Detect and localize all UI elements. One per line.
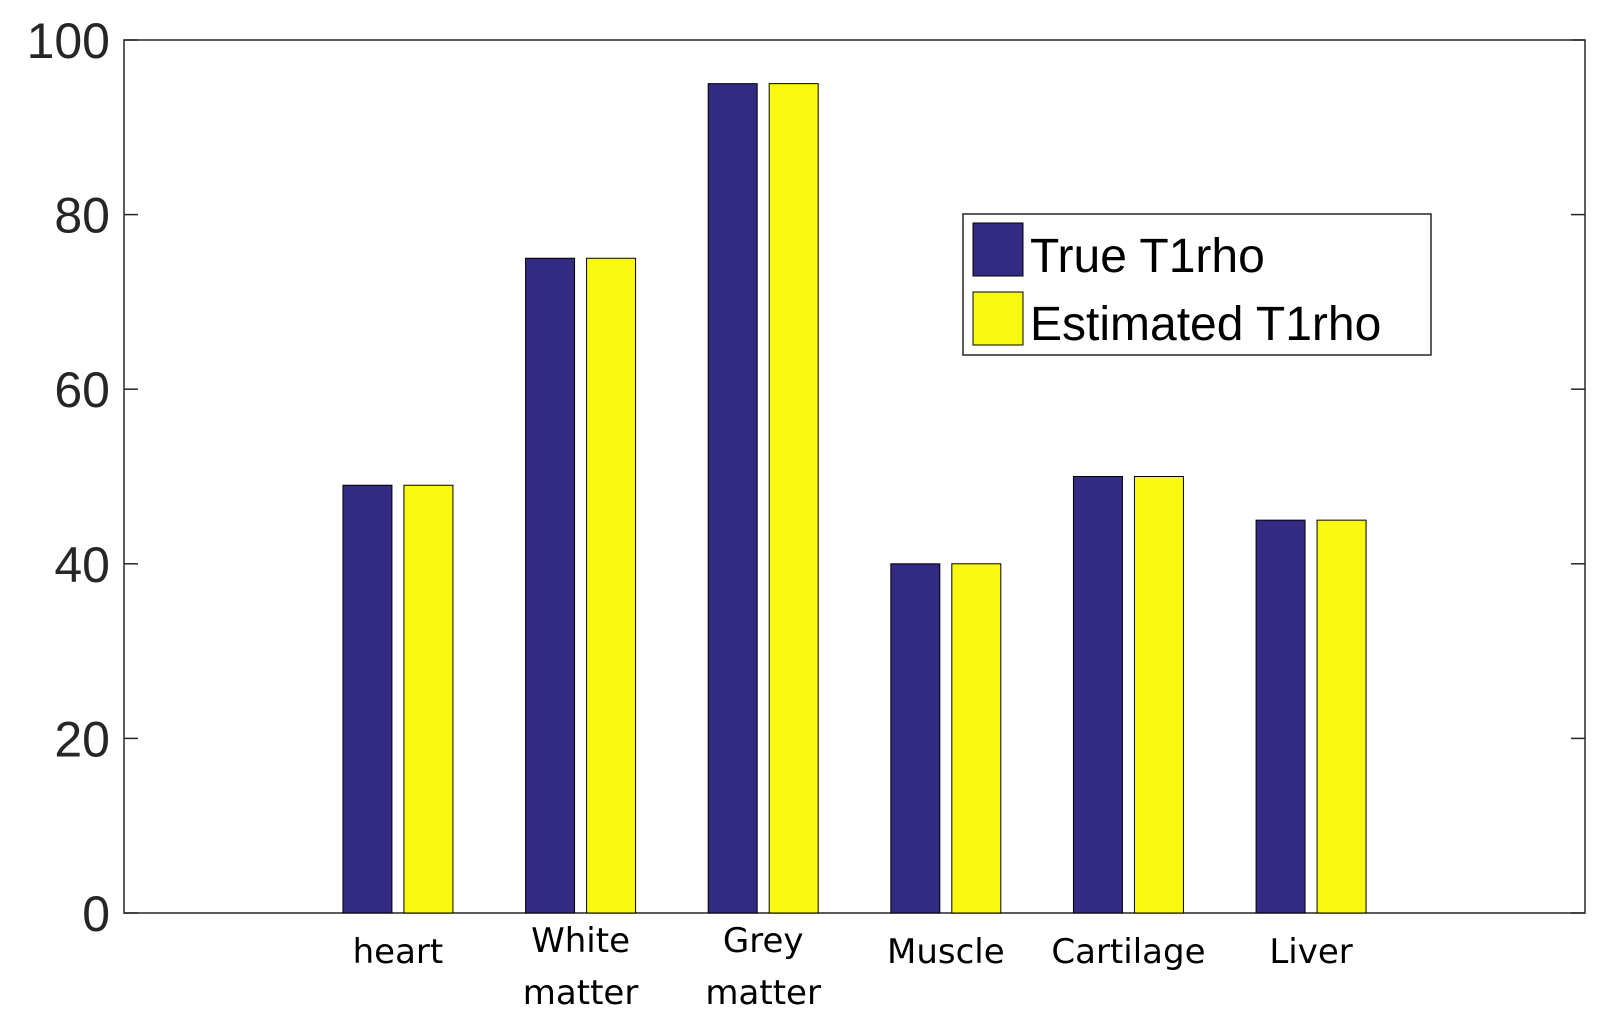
- bars: [342, 83, 1367, 914]
- bar-true: [342, 484, 393, 914]
- bar-estimated: [1133, 476, 1184, 914]
- bar-estimated: [1316, 519, 1367, 914]
- y-axis-ticks: 0 20 40 60 80 100: [27, 13, 1585, 942]
- bar-estimated: [768, 83, 819, 914]
- bar-true: [1072, 476, 1123, 914]
- y-tick-label: 40: [54, 537, 110, 593]
- x-tick-label: Muscle: [887, 932, 1005, 972]
- x-axis-ticks: heart White matter Grey matter Muscle Cartilag…: [353, 921, 1353, 1013]
- bar-true: [707, 83, 758, 914]
- y-tick-label: 20: [54, 711, 110, 767]
- bar-estimated: [586, 257, 637, 914]
- x-tick-label: Cartilage: [1051, 932, 1205, 972]
- bar-estimated: [403, 484, 454, 914]
- legend-label-estimated: Estimated T1rho: [1030, 298, 1381, 351]
- bar-estimated: [951, 563, 1002, 914]
- legend: True T1rho Estimated T1rho: [962, 213, 1432, 356]
- x-tick-label: matter: [705, 973, 821, 1013]
- legend-box: [962, 213, 1432, 356]
- x-tick-label: White: [531, 921, 630, 961]
- x-tick-label: heart: [353, 932, 444, 972]
- legend-swatch-estimated: [972, 291, 1024, 346]
- x-tick-label: Grey: [723, 921, 804, 961]
- y-tick-label: 60: [54, 362, 110, 418]
- legend-swatch-true: [972, 222, 1024, 277]
- bar-true: [890, 563, 941, 914]
- bar-true: [1255, 519, 1306, 914]
- y-tick-label: 0: [82, 886, 110, 942]
- y-tick-label: 80: [54, 188, 110, 244]
- x-tick-label: Liver: [1269, 932, 1352, 972]
- y-tick-label: 100: [27, 13, 110, 69]
- bar-true: [525, 257, 576, 914]
- x-tick-label: matter: [523, 973, 639, 1013]
- legend-label-true: True T1rho: [1030, 230, 1265, 283]
